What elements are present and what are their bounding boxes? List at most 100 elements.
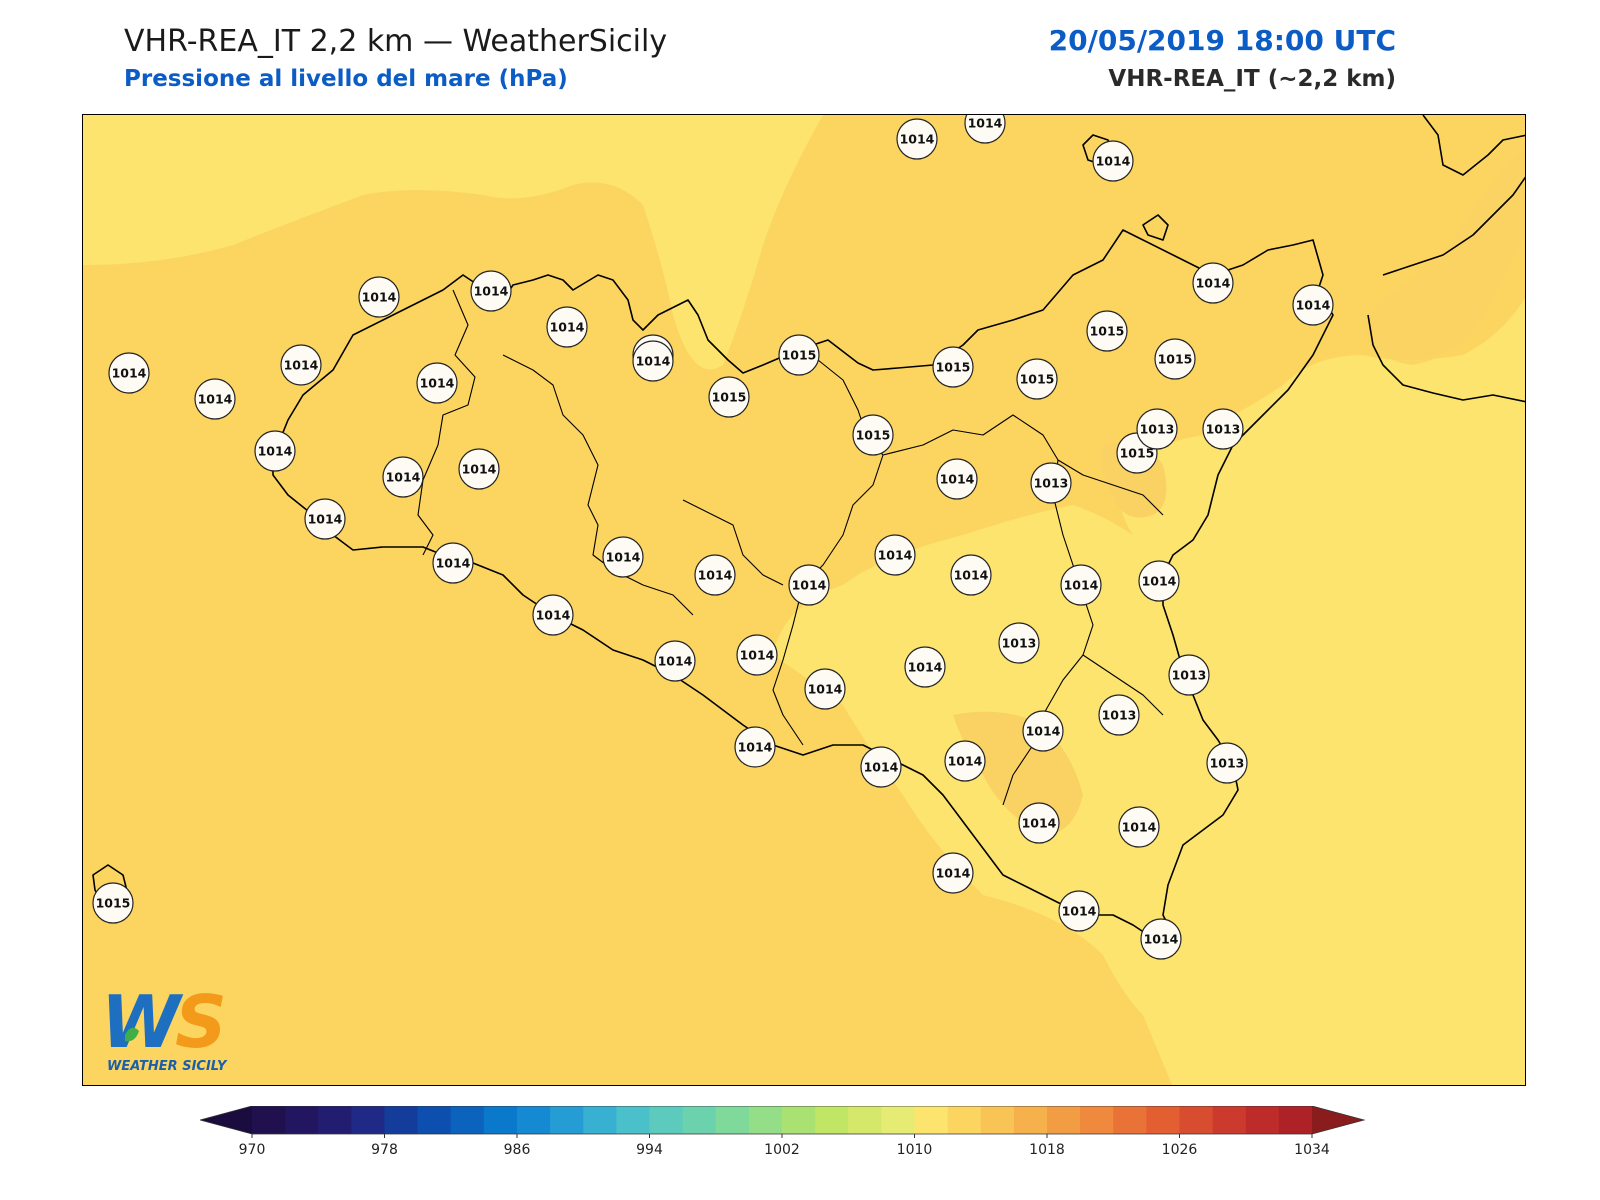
station-pressure-value: 1014	[1022, 816, 1057, 831]
station-pressure-value: 1014	[1096, 154, 1131, 169]
station-circle	[1292, 284, 1334, 326]
station-pressure-value: 1014	[386, 470, 421, 485]
station-circle	[1098, 694, 1140, 736]
station-circle	[1154, 338, 1196, 380]
model-subtitle: VHR-REA_IT (~2,2 km)	[1108, 66, 1396, 92]
station-circle	[654, 640, 696, 682]
station-circle	[1192, 262, 1234, 304]
station-marker: 1014	[1022, 710, 1064, 752]
colorbar-cell	[318, 1106, 352, 1134]
station-marker: 1015	[708, 376, 750, 418]
colorbar-cell	[583, 1106, 617, 1134]
valid-time-title: 20/05/2019 18:00 UTC	[1048, 24, 1396, 57]
station-circle	[1092, 140, 1134, 182]
station-circle	[950, 554, 992, 596]
station-marker: 1014	[944, 740, 986, 782]
station-marker: 1015	[932, 346, 974, 388]
station-pressure-value: 1014	[436, 556, 471, 571]
station-circle	[382, 456, 424, 498]
station-marker: 1014	[194, 378, 236, 420]
station-marker: 1014	[736, 634, 778, 676]
station-marker: 1014	[358, 276, 400, 318]
weathersicily-logo: W S	[101, 980, 227, 1064]
station-marker: 1014	[458, 448, 500, 490]
station-marker: 1015	[852, 414, 894, 456]
colorbar-tick-label: 970	[239, 1142, 266, 1158]
station-marker: 1013	[1136, 408, 1178, 450]
station-circle	[532, 594, 574, 636]
colorbar-cell	[1013, 1106, 1048, 1134]
colorbar-cell	[715, 1106, 750, 1134]
station-marker: 1014	[964, 115, 1006, 144]
station-markers: 1014 1014 1014 1014 1014 1014 1014 1014 1014 1014…	[92, 115, 1334, 960]
station-marker: 1015	[1016, 358, 1058, 400]
logo-mark: W	[101, 980, 184, 1064]
station-pressure-value: 1014	[792, 578, 827, 593]
station-pressure-value: 1015	[856, 428, 891, 443]
colorbar-cell	[1245, 1106, 1280, 1134]
station-pressure-value: 1014	[536, 608, 571, 623]
colorbar-cell	[947, 1106, 982, 1134]
station-marker: 1013	[1168, 654, 1210, 696]
station-pressure-value: 1015	[782, 348, 817, 363]
station-circle	[736, 634, 778, 676]
station-marker: 1014	[694, 554, 736, 596]
colorbar-cell	[351, 1106, 385, 1134]
station-circle	[358, 276, 400, 318]
station-circle	[194, 378, 236, 420]
station-circle	[432, 542, 474, 584]
station-pressure-value: 1013	[1210, 756, 1245, 771]
colorbar-tick-label: 1026	[1162, 1142, 1198, 1158]
colorbar-cell	[1179, 1106, 1214, 1134]
station-pressure-value: 1014	[1296, 298, 1331, 313]
station-circle	[904, 646, 946, 688]
station-marker: 1015	[92, 882, 134, 924]
colorbar-cell	[285, 1106, 319, 1134]
station-marker: 1014	[1292, 284, 1334, 326]
station-circle	[1030, 462, 1072, 504]
station-circle	[470, 270, 512, 312]
station-marker: 1014	[936, 458, 978, 500]
colorbar-cell	[1278, 1106, 1313, 1134]
station-pressure-value: 1014	[738, 740, 773, 755]
station-pressure-value: 1014	[908, 660, 943, 675]
station-pressure-value: 1014	[636, 354, 671, 369]
station-marker: 1014	[432, 542, 474, 584]
station-pressure-value: 1014	[698, 568, 733, 583]
station-pressure-value: 1015	[1020, 372, 1055, 387]
station-marker: 1014	[932, 852, 974, 894]
station-circle	[280, 344, 322, 386]
station-marker: 1014	[280, 344, 322, 386]
variable-subtitle: Pressione al livello del mare (hPa)	[124, 66, 568, 92]
station-pressure-value: 1014	[1142, 574, 1177, 589]
station-marker: 1014	[108, 352, 150, 394]
station-pressure-value: 1014	[808, 682, 843, 697]
station-circle	[874, 534, 916, 576]
station-circle	[944, 740, 986, 782]
station-circle	[788, 564, 830, 606]
station-pressure-value: 1014	[606, 550, 641, 565]
station-marker: 1014	[950, 554, 992, 596]
pressure-field-low-southeast	[773, 298, 1525, 1085]
colorbar-over-arrow	[1312, 1106, 1364, 1134]
colorbar-cells	[200, 1106, 1366, 1135]
colorbar-cell	[483, 1106, 518, 1134]
station-circle	[852, 414, 894, 456]
station-pressure-value: 1014	[308, 512, 343, 527]
colorbar-cell	[980, 1106, 1015, 1134]
station-marker: 1013	[1098, 694, 1140, 736]
leaf-icon	[125, 1027, 139, 1042]
station-marker: 1013	[1202, 408, 1244, 450]
station-circle	[860, 746, 902, 788]
station-pressure-value: 1014	[878, 548, 913, 563]
station-pressure-value: 1015	[936, 360, 971, 375]
station-pressure-value: 1014	[550, 320, 585, 335]
station-circle	[1202, 408, 1244, 450]
station-pressure-value: 1014	[284, 358, 319, 373]
station-circle	[932, 346, 974, 388]
station-pressure-value: 1014	[864, 760, 899, 775]
colorbar-tick-label: 994	[636, 1142, 663, 1158]
colorbar-tick-label: 978	[371, 1142, 398, 1158]
station-circle	[998, 622, 1040, 664]
station-circle	[778, 334, 820, 376]
